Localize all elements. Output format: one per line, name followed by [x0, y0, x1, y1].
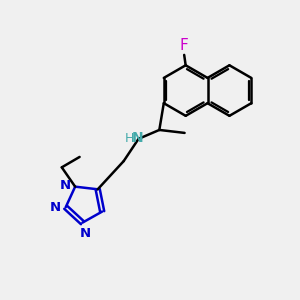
Text: H: H [124, 132, 134, 145]
Text: N: N [132, 131, 144, 145]
Text: N: N [50, 201, 61, 214]
Text: F: F [180, 38, 189, 53]
Text: N: N [80, 227, 91, 240]
Text: N: N [60, 179, 71, 192]
